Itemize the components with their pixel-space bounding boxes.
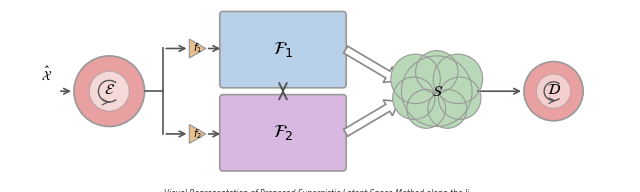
Polygon shape xyxy=(344,46,399,82)
Ellipse shape xyxy=(392,77,435,119)
Ellipse shape xyxy=(524,62,583,121)
Ellipse shape xyxy=(74,56,145,127)
Text: $f_1$: $f_1$ xyxy=(193,42,202,55)
Ellipse shape xyxy=(401,56,472,127)
Ellipse shape xyxy=(428,89,467,128)
Ellipse shape xyxy=(90,71,129,111)
Text: $f_2$: $f_2$ xyxy=(193,127,202,141)
FancyBboxPatch shape xyxy=(220,95,346,171)
Text: $\mathcal{S}$: $\mathcal{S}$ xyxy=(431,84,443,99)
Text: Visual Representation of Proposed Synergistic Latent Space Method along the li..: Visual Representation of Proposed Synerg… xyxy=(164,189,476,192)
Ellipse shape xyxy=(391,54,440,103)
Ellipse shape xyxy=(415,50,458,93)
Ellipse shape xyxy=(536,74,571,108)
Ellipse shape xyxy=(438,77,481,119)
Polygon shape xyxy=(189,125,205,143)
Polygon shape xyxy=(344,100,399,136)
Text: $\mathcal{D}$: $\mathcal{D}$ xyxy=(547,82,561,97)
FancyBboxPatch shape xyxy=(220,12,346,88)
Text: $\hat{\mathcal{X}}$: $\hat{\mathcal{X}}$ xyxy=(41,65,52,83)
Ellipse shape xyxy=(407,89,445,128)
Text: $\mathcal{F}_2$: $\mathcal{F}_2$ xyxy=(273,123,293,142)
Ellipse shape xyxy=(433,54,483,103)
Text: $\mathcal{E}$: $\mathcal{E}$ xyxy=(104,82,115,97)
Polygon shape xyxy=(189,39,205,58)
Text: $\mathcal{F}_1$: $\mathcal{F}_1$ xyxy=(273,40,293,59)
